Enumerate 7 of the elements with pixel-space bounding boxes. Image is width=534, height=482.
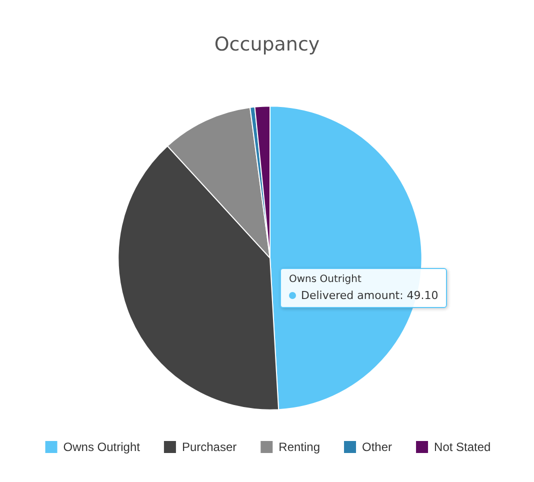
chart-title: Occupancy bbox=[214, 34, 320, 56]
legend-label: Owns Outright bbox=[63, 440, 141, 454]
legend-label: Renting bbox=[278, 440, 320, 454]
legend-label: Purchaser bbox=[182, 440, 237, 454]
legend-label: Other bbox=[362, 440, 392, 454]
tooltip-box: Owns Outright Delivered amount: 49.10 bbox=[280, 268, 448, 308]
legend-label: Not Stated bbox=[434, 440, 491, 454]
